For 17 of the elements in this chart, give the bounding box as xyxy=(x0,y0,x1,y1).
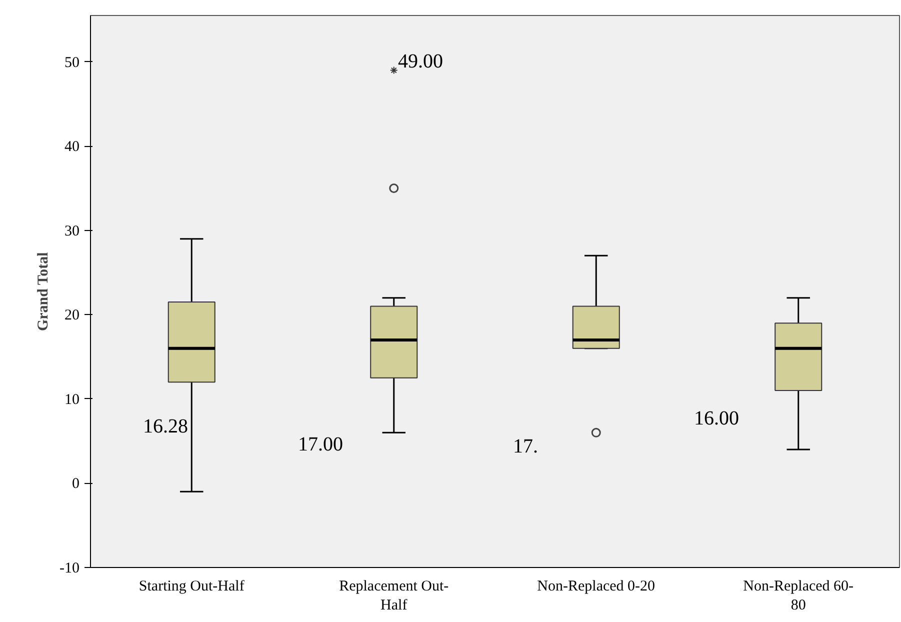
annotation: 16.00 xyxy=(694,408,739,430)
y-tick-label: 0 xyxy=(72,476,80,492)
x-tick-label: Replacement Out- Half xyxy=(339,578,449,614)
y-tick-label: 30 xyxy=(64,223,80,240)
y-tick-label: 50 xyxy=(64,54,80,71)
y-tick-label: 10 xyxy=(64,392,80,408)
y-tick-label: 40 xyxy=(64,139,80,156)
y-axis-title: Grand Total xyxy=(36,252,52,332)
x-tick-label: Non-Replaced 0-20 xyxy=(537,578,656,594)
annotation: 17. xyxy=(513,436,538,458)
annotation: 16.28 xyxy=(143,416,188,438)
annotation: 17.00 xyxy=(298,434,343,456)
y-tick-label: 20 xyxy=(64,308,80,324)
x-tick-label: Starting Out-Half xyxy=(138,578,244,594)
y-tick-label: -10 xyxy=(60,560,80,576)
annotation: 49.00 xyxy=(398,50,443,72)
x-tick-label: Non-Replaced 60- 80 xyxy=(743,578,854,614)
